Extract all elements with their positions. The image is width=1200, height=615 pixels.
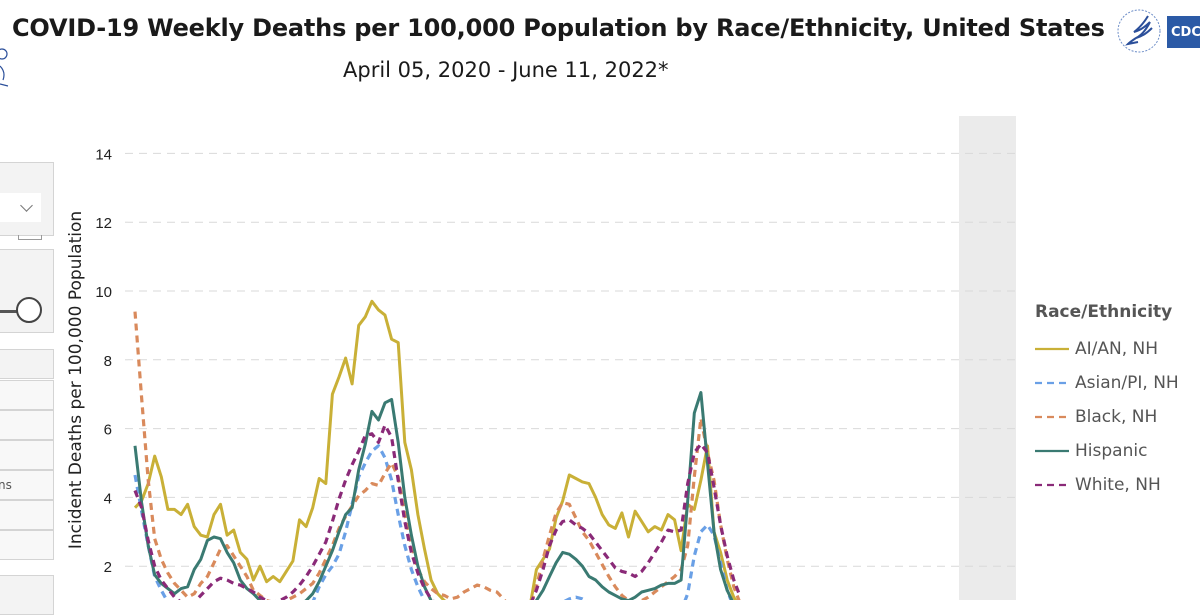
legend: Race/Ethnicity AI/AN, NH Asian/PI, NH Blac… bbox=[1035, 302, 1179, 502]
legend-label: White, NH bbox=[1075, 475, 1161, 495]
series-line-black bbox=[135, 312, 740, 600]
legend-label: AI/AN, NH bbox=[1075, 339, 1158, 359]
legend-label: Black, NH bbox=[1075, 407, 1157, 427]
y-tick-label: 14 bbox=[95, 146, 112, 163]
y-tick-label: 2 bbox=[104, 559, 112, 576]
legend-item-ai_an[interactable]: AI/AN, NH bbox=[1035, 332, 1179, 366]
legend-item-asian_pi[interactable]: Asian/PI, NH bbox=[1035, 366, 1179, 400]
legend-swatch-white-icon bbox=[1035, 480, 1069, 490]
legend-item-hispanic[interactable]: Hispanic bbox=[1035, 434, 1179, 468]
legend-label: Hispanic bbox=[1075, 441, 1147, 461]
y-tick-label: 6 bbox=[104, 422, 112, 439]
legend-swatch-black-icon bbox=[1035, 412, 1069, 422]
y-tick-label: 8 bbox=[104, 353, 112, 370]
y-tick-label: 12 bbox=[95, 215, 112, 232]
shaded-region bbox=[959, 116, 1016, 600]
legend-swatch-ai_an-icon bbox=[1035, 344, 1069, 354]
series-line-white bbox=[135, 425, 740, 600]
y-tick-label: 10 bbox=[95, 284, 112, 301]
legend-title: Race/Ethnicity bbox=[1035, 302, 1179, 322]
legend-swatch-asian_pi-icon bbox=[1035, 378, 1069, 388]
series-line-hispanic bbox=[135, 393, 740, 601]
y-tick-label: 4 bbox=[104, 490, 112, 507]
series-line-ai_an bbox=[135, 301, 740, 600]
legend-swatch-hispanic-icon bbox=[1035, 446, 1069, 456]
line-chart: 2 4 6 8 10 12 14 bbox=[0, 0, 1200, 600]
legend-label: Asian/PI, NH bbox=[1075, 373, 1179, 393]
legend-item-black[interactable]: Black, NH bbox=[1035, 400, 1179, 434]
legend-item-white[interactable]: White, NH bbox=[1035, 468, 1179, 502]
